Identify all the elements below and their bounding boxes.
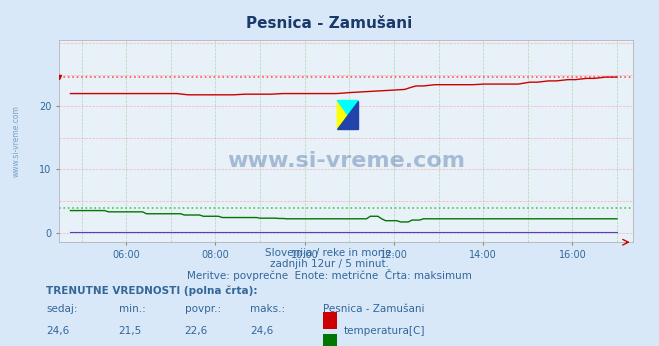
Polygon shape: [337, 101, 358, 129]
Polygon shape: [337, 101, 358, 129]
Bar: [323, 312, 337, 329]
Text: povpr.:: povpr.:: [185, 304, 221, 315]
Text: TRENUTNE VREDNOSTI (polna črta):: TRENUTNE VREDNOSTI (polna črta):: [46, 285, 258, 296]
Text: 24,6: 24,6: [46, 326, 69, 336]
Text: www.si-vreme.com: www.si-vreme.com: [12, 105, 21, 177]
Text: min.:: min.:: [119, 304, 146, 315]
Text: Slovenija / reke in morje.: Slovenija / reke in morje.: [264, 248, 395, 258]
Text: 24,6: 24,6: [250, 326, 273, 336]
Text: 22,6: 22,6: [185, 326, 208, 336]
Text: Meritve: povprečne  Enote: metrične  Črta: maksimum: Meritve: povprečne Enote: metrične Črta:…: [187, 269, 472, 281]
Text: www.si-vreme.com: www.si-vreme.com: [227, 151, 465, 171]
Text: 21,5: 21,5: [119, 326, 142, 336]
Text: maks.:: maks.:: [250, 304, 285, 315]
Bar: [323, 334, 337, 346]
Text: Pesnica - Zamušani: Pesnica - Zamušani: [323, 304, 424, 315]
Polygon shape: [337, 101, 358, 129]
Text: temperatura[C]: temperatura[C]: [344, 326, 426, 336]
Text: zadnjih 12ur / 5 minut.: zadnjih 12ur / 5 minut.: [270, 259, 389, 269]
Text: Pesnica - Zamušani: Pesnica - Zamušani: [246, 16, 413, 30]
Text: sedaj:: sedaj:: [46, 304, 78, 315]
